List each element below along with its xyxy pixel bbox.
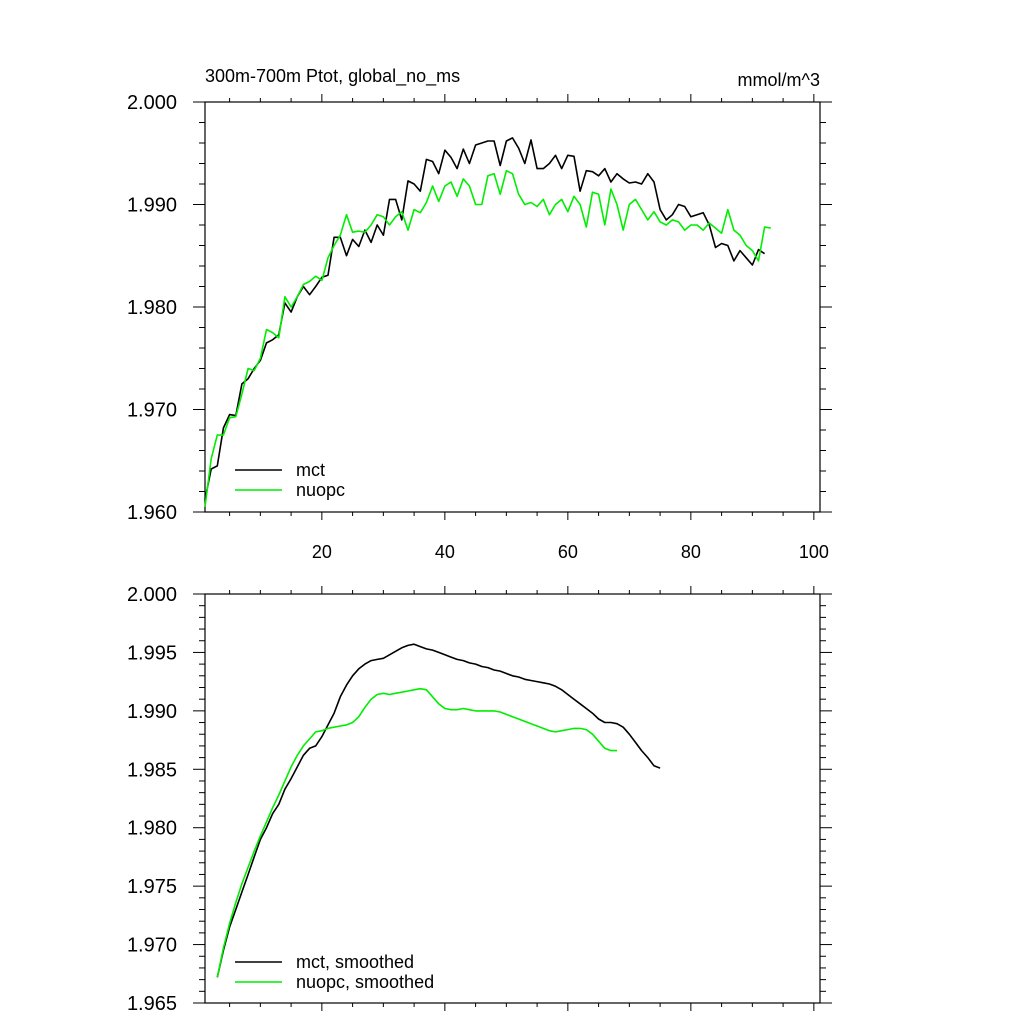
x-tick-label: 40 bbox=[435, 542, 455, 562]
y-tick-label: 2.000 bbox=[127, 584, 177, 606]
y-tick-label: 2.000 bbox=[127, 92, 177, 114]
y-tick-label: 1.965 bbox=[127, 993, 177, 1015]
series-line bbox=[216, 687, 617, 978]
y-tick-label: 1.990 bbox=[127, 701, 177, 723]
y-tick-label: 1.970 bbox=[127, 935, 177, 957]
legend-label: nuopc, smoothed bbox=[296, 972, 434, 992]
series-line bbox=[216, 643, 661, 978]
chart-title: 300m-700m Ptot, global_no_ms bbox=[205, 66, 460, 87]
plot-frame bbox=[204, 593, 821, 1004]
x-tick-label: 100 bbox=[799, 542, 829, 562]
y-tick-label: 1.960 bbox=[127, 502, 177, 524]
series-line bbox=[204, 169, 771, 508]
y-tick-label: 1.980 bbox=[127, 818, 177, 840]
legend-label: nuopc bbox=[296, 480, 345, 500]
plot-frame bbox=[204, 101, 821, 513]
legend-label: mct, smoothed bbox=[296, 952, 414, 972]
x-tick-label: 60 bbox=[558, 542, 578, 562]
y-tick-label: 1.985 bbox=[127, 759, 177, 781]
y-tick-label: 1.975 bbox=[127, 876, 177, 898]
y-tick-label: 1.970 bbox=[127, 400, 177, 422]
units-label: mmol/m^3 bbox=[738, 70, 820, 90]
y-tick-label: 1.990 bbox=[127, 195, 177, 217]
bottom-plot-area: 1.965 1.970 1.975 1.980 1.985 1.990 1.995 2.000… bbox=[127, 584, 832, 1015]
top-plot-area: 20 40 60 80 100 1.960 1.970 1.980 1.990 2.000 mctn… bbox=[127, 92, 832, 562]
x-tick-label: 20 bbox=[312, 542, 332, 562]
x-tick-label: 80 bbox=[681, 542, 701, 562]
legend-label: mct bbox=[296, 460, 325, 480]
y-tick-label: 1.995 bbox=[127, 642, 177, 664]
y-tick-label: 1.980 bbox=[127, 297, 177, 319]
